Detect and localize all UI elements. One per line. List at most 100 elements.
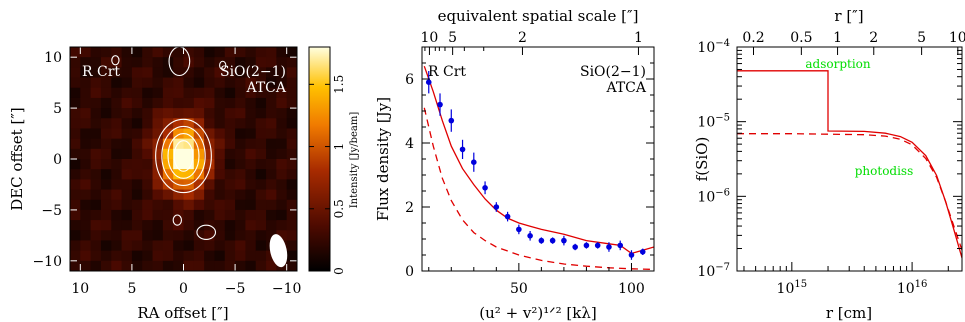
map-pixel: [100, 128, 112, 140]
map-pixel: [152, 159, 164, 170]
map-pixel: [276, 148, 288, 160]
map-pixel: [286, 159, 297, 170]
map-pixel: [142, 57, 154, 68]
map-frame: [69, 46, 298, 272]
map-pixel: [276, 220, 288, 231]
map-pixel: [152, 118, 164, 130]
map-pixel: [286, 108, 297, 119]
map-pixel: [193, 169, 205, 180]
map-pixel: [214, 240, 226, 252]
map-pixel: [245, 240, 257, 252]
map-pixel: [90, 47, 102, 58]
map-pixel: [152, 47, 164, 58]
map-pixel: [214, 108, 226, 119]
map-pixel: [100, 169, 112, 180]
map-pixel: [183, 77, 195, 89]
map-pixel: [235, 97, 247, 109]
map-pixel: [286, 148, 297, 160]
map-pixel: [183, 57, 195, 68]
map-pixel: [193, 57, 205, 68]
map-pixel: [204, 179, 216, 191]
map-pixel: [90, 138, 102, 150]
contour-line: [167, 132, 200, 179]
map-pixel: [193, 138, 205, 150]
map-pixel: [100, 230, 112, 242]
map-pixel: [100, 240, 112, 252]
map-pixel: [80, 118, 92, 130]
map-pixel: [245, 87, 257, 99]
map-pixel: [193, 108, 205, 119]
map-x-tick-label: 5: [127, 281, 136, 297]
map-pixel: [100, 77, 112, 89]
map-pixel: [286, 230, 297, 242]
map-pixel: [131, 57, 143, 68]
abundance-top-tick-label: 0.5: [790, 30, 812, 46]
map-pixel: [162, 67, 174, 79]
map-pixel: [111, 108, 123, 119]
abundance-top-tick-label: 2: [869, 30, 878, 46]
contour-line: [155, 118, 212, 194]
map-pixel: [142, 148, 154, 160]
map-pixel: [111, 199, 123, 211]
map-pixel: [111, 57, 123, 68]
map-pixel: [193, 240, 205, 252]
map-pixel: [90, 189, 102, 201]
visibility-x-tick-label: 50: [510, 281, 528, 297]
map-pixel: [224, 118, 236, 130]
abundance-curve-solid: [737, 70, 962, 259]
map-pixel: [245, 108, 257, 119]
map-pixel: [183, 209, 195, 221]
map-pixel: [193, 159, 205, 170]
map-pixel: [276, 209, 288, 221]
flux-point: [594, 242, 601, 249]
map-pixel: [193, 260, 205, 271]
map-pixel: [152, 179, 164, 191]
map-pixel: [204, 148, 216, 160]
map-pixel: [70, 87, 81, 99]
map-pixel: [142, 250, 154, 262]
map-pixel: [121, 240, 133, 252]
map-pixel: [286, 199, 297, 211]
abundance-x-axis-label: r [cm]: [826, 304, 872, 322]
map-pixel: [70, 57, 81, 68]
map-pixel: [173, 47, 185, 58]
colorbar: 0 0.5 1 1.5: [308, 46, 346, 275]
map-pixel: [111, 209, 123, 221]
map-pixel: [152, 220, 164, 231]
map-pixel: [152, 148, 164, 160]
map-pixel: [152, 128, 164, 140]
map-pixel: [183, 108, 195, 119]
map-pixel: [173, 199, 185, 211]
map-pixel: [255, 260, 267, 271]
map-pixel: [255, 138, 267, 150]
map-pixel: [162, 87, 174, 99]
map-pixel: [224, 148, 236, 160]
map-pixel: [80, 230, 92, 242]
map-pixel: [183, 97, 195, 109]
map-pixel: [111, 97, 123, 109]
map-pixel: [111, 179, 123, 191]
contour-line: [173, 140, 194, 172]
map-pixel: [235, 169, 247, 180]
map-pixel: [193, 97, 205, 109]
map-pixel: [100, 138, 112, 150]
map-pixel: [193, 230, 205, 242]
visibility-top-tick-label: 2: [518, 30, 527, 46]
map-pixel: [80, 77, 92, 89]
map-pixel: [90, 118, 102, 130]
map-pixel: [224, 159, 236, 170]
map-pixel: [276, 169, 288, 180]
map-pixel: [111, 220, 123, 231]
flux-point: [493, 204, 500, 210]
contour-line: [161, 125, 206, 187]
map-pixel: [80, 97, 92, 109]
map-pixel: [245, 138, 257, 150]
map-axes: 10 5 0 −5 −10 10 5 0 −5 −10: [32, 47, 301, 297]
map-pixel: [214, 128, 226, 140]
map-pixel: [100, 97, 112, 109]
map-pixel: [235, 199, 247, 211]
map-pixel: [90, 179, 102, 191]
map-pixel: [183, 128, 195, 140]
map-pixel: [173, 148, 185, 160]
map-pixel: [255, 57, 267, 68]
